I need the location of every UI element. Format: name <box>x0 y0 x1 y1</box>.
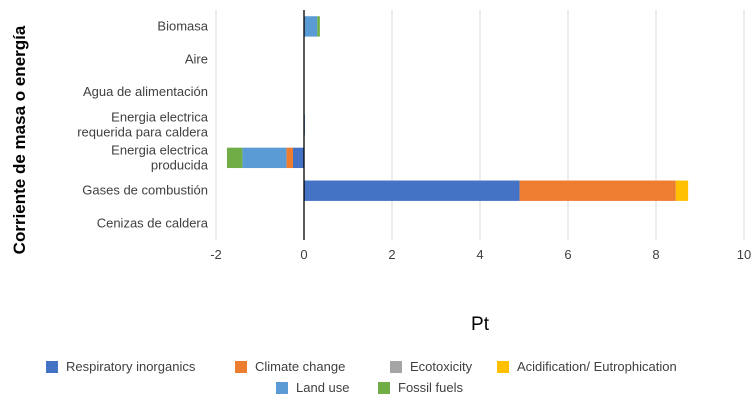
legend-swatch <box>390 361 402 373</box>
category-label: producida <box>151 157 209 172</box>
bar-segment <box>286 147 293 169</box>
x-tick-labels: -2 0 2 4 6 8 10 <box>210 247 751 262</box>
category-label: Biomasa <box>157 18 208 33</box>
legend-label: Land use <box>296 380 350 395</box>
bar-segment <box>304 180 520 201</box>
legend-swatch <box>378 382 390 394</box>
bar-segment <box>304 16 318 37</box>
category-label: Energia electrica <box>111 110 209 125</box>
legend-swatch <box>276 382 288 394</box>
category-label: Agua de alimentación <box>83 84 208 99</box>
x-tick-label: 0 <box>300 247 307 262</box>
bar-segment <box>227 147 243 169</box>
x-tick-label: 8 <box>652 247 659 262</box>
y-axis-title: Corriente de masa o energía <box>10 25 29 254</box>
bar-segment <box>675 180 689 201</box>
bar-segment <box>317 16 320 37</box>
legend-swatch <box>46 361 58 373</box>
legend-swatch <box>497 361 509 373</box>
x-tick-label: 6 <box>564 247 571 262</box>
legend-label: Climate change <box>255 359 345 374</box>
gridlines <box>215 10 745 240</box>
legend-label: Acidification/ Eutrophication <box>517 359 677 374</box>
x-tick-label: -2 <box>210 247 222 262</box>
bars <box>227 16 689 201</box>
legend-swatch <box>235 361 247 373</box>
legend-label: Ecotoxicity <box>410 359 473 374</box>
x-tick-label: 10 <box>737 247 751 262</box>
x-axis-title: Pt <box>471 314 490 335</box>
category-labels: Biomasa Aire Agua de alimentación Energia e… <box>77 18 209 230</box>
legend-label: Respiratory inorganics <box>66 359 196 374</box>
category-label: requerida para caldera <box>77 125 209 140</box>
bar-segment <box>519 180 676 201</box>
category-label: Cenizas de caldera <box>97 216 209 231</box>
category-label: Aire <box>185 51 208 66</box>
x-tick-label: 2 <box>388 247 395 262</box>
category-label: Energia electrica <box>111 142 209 157</box>
category-label: Gases de combustión <box>82 183 208 198</box>
bar-segment <box>293 147 304 169</box>
x-tick-label: 4 <box>476 247 483 262</box>
legend: Respiratory inorganics Climate change Ecot… <box>46 359 677 395</box>
legend-label: Fossil fuels <box>398 380 464 395</box>
bar-segment <box>242 147 287 169</box>
